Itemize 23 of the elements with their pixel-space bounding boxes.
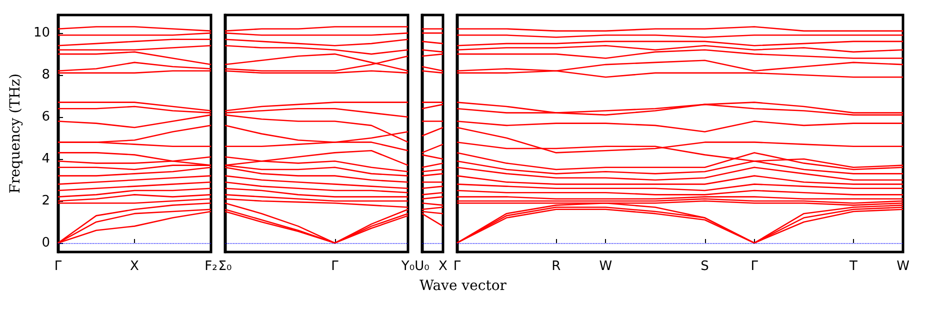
x-tick-label: Y₀ (400, 259, 415, 274)
x-tick-label: U₀ (414, 259, 430, 274)
y-tick-label: 2 (42, 193, 50, 208)
x-tick-label: Σ₀ (218, 259, 232, 274)
x-tick-label: R (552, 259, 561, 274)
y-tick-label: 4 (42, 152, 50, 167)
x-tick-label: S (700, 259, 709, 274)
x-tick-label: W (599, 259, 612, 274)
x-axis-title: Wave vector (418, 278, 508, 294)
y-tick-label: 0 (42, 235, 50, 250)
y-tick-label: 6 (42, 110, 50, 125)
y-axis-title: Frequency (THz) (8, 73, 24, 194)
y-tick-label: 10 (33, 26, 50, 41)
x-tick-label: X (438, 259, 448, 274)
x-tick-label: X (130, 259, 140, 274)
x-tick-label: Γ (331, 259, 340, 274)
x-tick-label: W (896, 259, 910, 274)
x-tick-label: F₂ (204, 259, 218, 274)
x-tick-label: Γ (54, 259, 62, 274)
x-tick-label: Γ (453, 259, 462, 274)
y-tick-label: 8 (42, 68, 50, 83)
x-tick-label: Γ (750, 259, 759, 274)
x-tick-label: T (848, 259, 858, 274)
